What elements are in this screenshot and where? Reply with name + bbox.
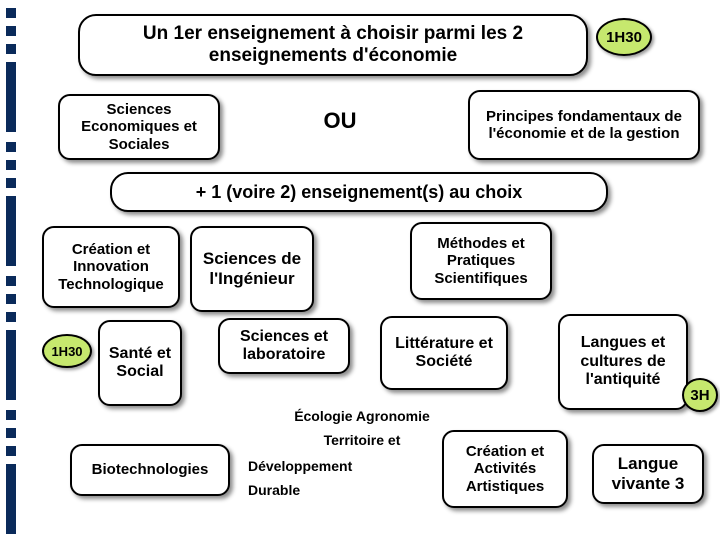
or-label: OU [300,108,380,134]
eco-line-2: Territoire et [262,432,462,448]
eco-line-4: Durable [248,482,448,498]
box-principes: Principes fondamentaux de l'économie et … [468,90,700,160]
badge-right-label: 3H [690,387,709,404]
box-au-choix-text: + 1 (voire 2) enseignement(s) au choix [196,182,523,203]
box-activites-artistiques: Création et Activités Artistiques [442,430,568,508]
box-sante-social: Santé et Social [98,320,182,406]
badge-middle-1h30: 1H30 [42,334,92,368]
box-biotechnologies: Biotechnologies [70,444,230,496]
box-litterature: Littérature et Société [380,316,508,390]
box-langue3-text: Langue vivante 3 [602,454,694,493]
box-creation-innovation: Création et Innovation Technologique [42,226,180,308]
header-title: Un 1er enseignement à choisir parmi les … [88,23,578,67]
header-box: Un 1er enseignement à choisir parmi les … [78,14,588,76]
box-langues-antiquite: Langues et cultures de l'antiquité [558,314,688,410]
eco-line-1: Écologie Agronomie [262,408,462,424]
box-biotech-text: Biotechnologies [92,461,209,478]
box-methodes-text: Méthodes et Pratiques Scientifiques [420,235,542,287]
badge-middle-label: 1H30 [51,344,82,359]
badge-top-1h30: 1H30 [596,18,652,56]
box-labo-text: Sciences et laboratoire [228,328,340,365]
badge-top-label: 1H30 [606,29,642,46]
box-ses-text: Sciences Economiques et Sociales [68,101,210,153]
eco-line-3: Développement [248,458,448,474]
or-text: OU [324,108,357,133]
box-ingenieur-text: Sciences de l'Ingénieur [200,249,304,288]
box-langue-vivante-3: Langue vivante 3 [592,444,704,504]
box-sciences-labo: Sciences et laboratoire [218,318,350,374]
box-langues-ant-text: Langues et cultures de l'antiquité [568,334,678,389]
box-creation-text: Création et Innovation Technologique [52,241,170,293]
box-litterature-text: Littérature et Société [390,335,498,372]
box-au-choix: + 1 (voire 2) enseignement(s) au choix [110,172,608,212]
left-accent-stripe [0,0,24,540]
box-methodes-pratiques: Méthodes et Pratiques Scientifiques [410,222,552,300]
badge-right-3h: 3H [682,378,718,412]
box-ses: Sciences Economiques et Sociales [58,94,220,160]
box-principes-text: Principes fondamentaux de l'économie et … [478,108,690,143]
box-sciences-ingenieur: Sciences de l'Ingénieur [190,226,314,312]
box-artistiques-text: Création et Activités Artistiques [452,443,558,495]
box-sante-text: Santé et Social [108,345,172,382]
